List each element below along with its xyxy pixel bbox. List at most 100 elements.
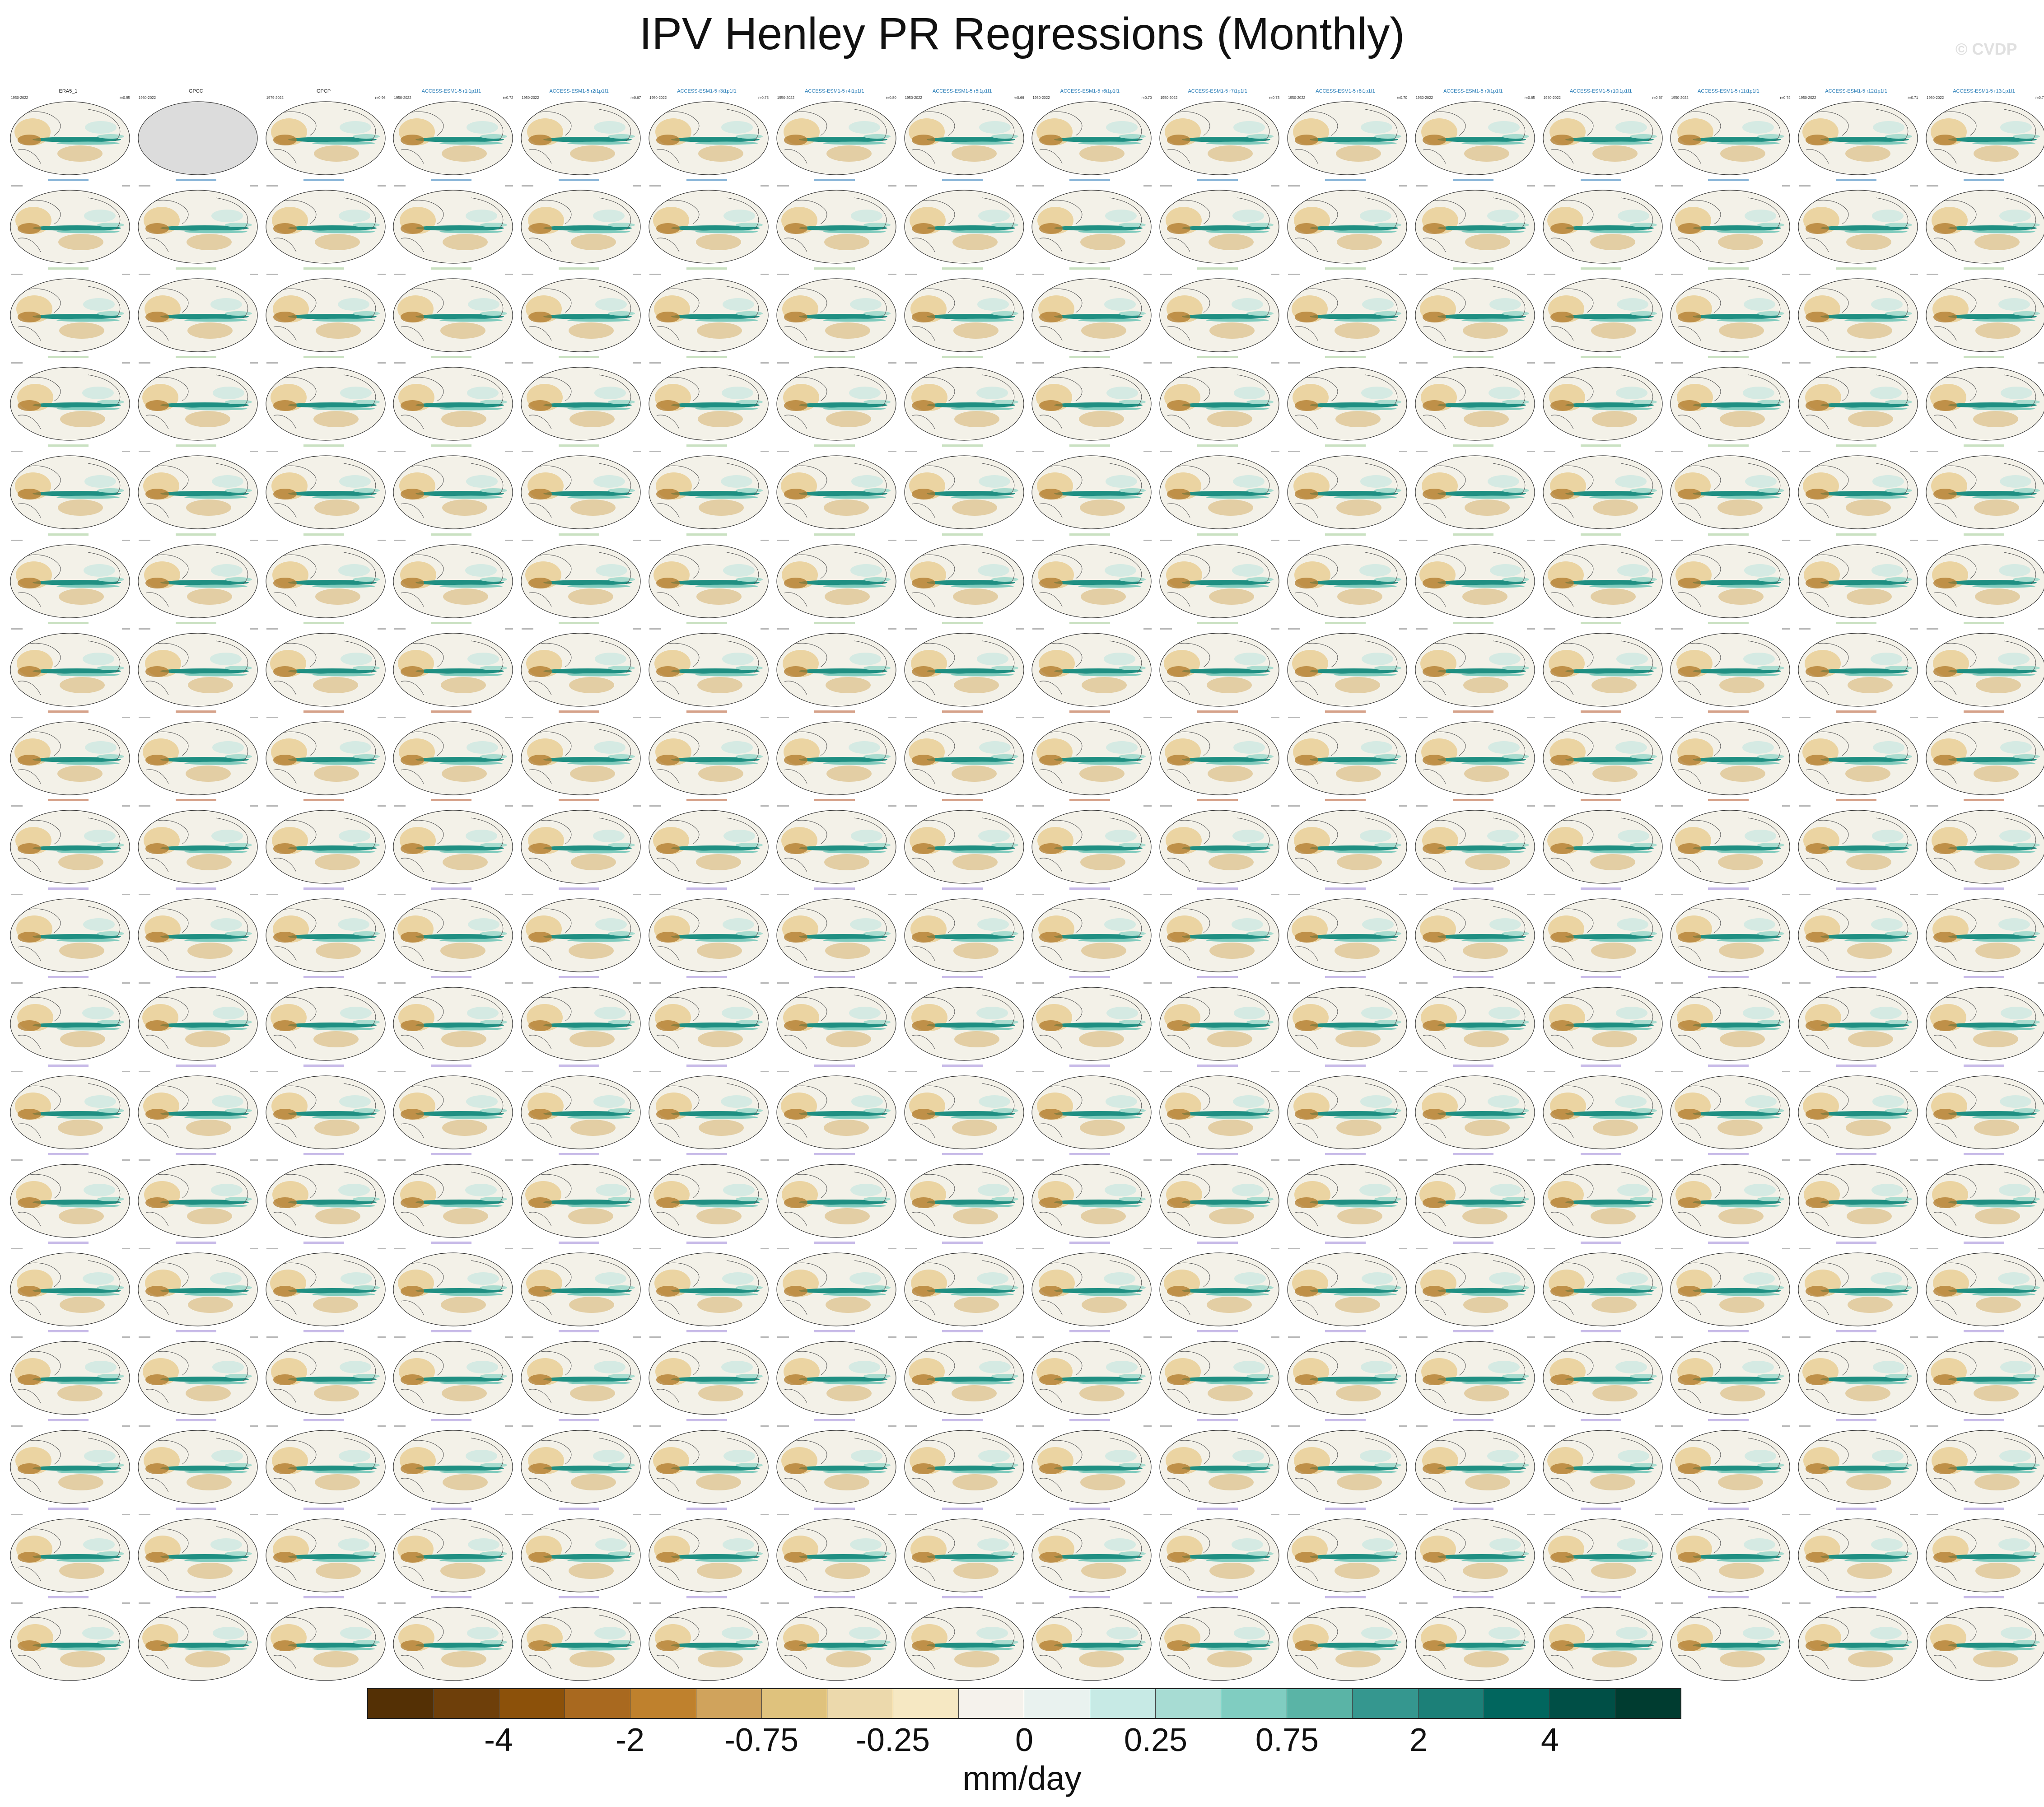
panel-corr-placeholder xyxy=(249,185,258,187)
panel-years-placeholder xyxy=(138,1159,150,1161)
map-panel xyxy=(132,620,260,709)
panel-title-placeholder xyxy=(48,976,89,978)
map-panel xyxy=(643,1594,770,1683)
map-panel xyxy=(1665,1328,1792,1417)
panel-years-placeholder xyxy=(777,1071,789,1073)
map-panel xyxy=(1154,797,1281,886)
panel-years-placeholder xyxy=(1799,893,1811,895)
panel-corr-placeholder xyxy=(888,1248,896,1250)
regression-map xyxy=(1926,987,2044,1061)
panel-years-placeholder xyxy=(905,893,917,895)
panel-title-placeholder xyxy=(1197,621,1238,624)
regression-map xyxy=(904,632,1024,707)
panel-title-placeholder xyxy=(559,179,600,182)
panel-title-placeholder xyxy=(1069,1596,1111,1598)
panel-corr-placeholder xyxy=(1654,451,1663,453)
colorbar-tick-label: -2 xyxy=(615,1722,645,1758)
panel-corr-placeholder xyxy=(505,1425,513,1427)
map-panel xyxy=(771,1240,898,1328)
panel-years-placeholder xyxy=(522,1159,534,1161)
panel-years-placeholder xyxy=(394,1513,406,1515)
regression-map xyxy=(1670,367,1790,441)
regression-map xyxy=(649,810,769,884)
panel-corr-placeholder xyxy=(1654,274,1663,275)
panel-years-placeholder xyxy=(1415,362,1428,364)
panel-corr-placeholder xyxy=(377,716,386,718)
panel-corr-placeholder xyxy=(377,1336,386,1338)
panel-title-placeholder xyxy=(303,533,344,536)
panel-corr-placeholder xyxy=(2038,716,2044,718)
map-panel xyxy=(1409,1151,1537,1240)
panel-years-placeholder xyxy=(1160,1248,1172,1250)
map-panel xyxy=(1282,443,1409,531)
panel-corr-placeholder xyxy=(1526,1248,1535,1250)
regression-map xyxy=(393,721,513,795)
map-panel xyxy=(1409,797,1537,886)
panel-corr-placeholder xyxy=(761,1159,769,1161)
regression-map xyxy=(393,1164,513,1238)
panel-title-placeholder xyxy=(1580,1242,1621,1244)
panel-years-placeholder xyxy=(1543,1513,1555,1515)
panel-corr-placeholder xyxy=(633,185,641,187)
panel-title-placeholder xyxy=(1069,444,1111,447)
panel-corr-placeholder xyxy=(505,716,513,718)
panel-corr-placeholder xyxy=(1399,362,1407,364)
panel-years-placeholder xyxy=(1032,451,1045,453)
regression-map xyxy=(1031,455,1152,529)
panel-title-placeholder xyxy=(686,179,727,182)
regression-map xyxy=(1670,455,1790,529)
colorbar-tick-label: -0.75 xyxy=(724,1722,799,1758)
map-panel xyxy=(260,1240,387,1328)
panel-title-placeholder xyxy=(814,976,855,978)
panel-title: ERA5_1 xyxy=(59,89,78,94)
panel-title-placeholder xyxy=(814,267,855,270)
regression-map xyxy=(1031,1607,1152,1681)
regression-map xyxy=(393,1252,513,1326)
panel-title-placeholder xyxy=(48,1242,89,1244)
map-panel xyxy=(1920,532,2044,620)
panel-title: ACCESS-ESM1-5 r9i1p1f1 xyxy=(1443,89,1503,94)
panel-title: ACCESS-ESM1-5 r11i1p1f1 xyxy=(1698,89,1759,94)
panel-corr-placeholder xyxy=(1654,805,1663,807)
panel-title-placeholder xyxy=(48,1153,89,1156)
panel-years-placeholder xyxy=(1415,274,1428,275)
map-panel xyxy=(1537,1417,1665,1506)
panel-title-placeholder xyxy=(1197,356,1238,359)
panel-corr-placeholder xyxy=(249,1425,258,1427)
map-panel xyxy=(771,1594,898,1683)
map-panel xyxy=(515,443,643,531)
panel-corr-placeholder xyxy=(249,451,258,453)
panel-title-placeholder xyxy=(1452,1419,1493,1421)
panel-years-placeholder xyxy=(1032,1602,1045,1604)
panel-years-placeholder xyxy=(777,274,789,275)
panel-years-placeholder xyxy=(11,1602,23,1604)
panel-years-placeholder xyxy=(649,1513,661,1515)
panel-title-placeholder xyxy=(1197,1065,1238,1067)
regression-map xyxy=(265,1252,386,1326)
panel-years: 1950-2022 xyxy=(777,96,795,100)
panel-years-placeholder xyxy=(649,1602,661,1604)
panel-years-placeholder xyxy=(1288,1602,1300,1604)
panel-years-placeholder xyxy=(1415,1602,1428,1604)
regression-map xyxy=(776,278,896,352)
panel-years-placeholder xyxy=(1032,805,1045,807)
regression-map xyxy=(1670,898,1790,972)
panel-years-placeholder xyxy=(1799,362,1811,364)
panel-corr-placeholder xyxy=(1910,451,1918,453)
map-panel xyxy=(5,1594,132,1683)
panel-years-placeholder xyxy=(649,1248,661,1250)
map-panel xyxy=(1026,886,1153,974)
regression-map xyxy=(1798,1518,1918,1592)
panel-corr-placeholder xyxy=(1654,982,1663,984)
regression-map xyxy=(265,101,386,175)
colorbar xyxy=(367,1688,1681,1719)
map-panel xyxy=(387,797,515,886)
regression-map xyxy=(265,1341,386,1415)
regression-map xyxy=(1159,721,1279,795)
panel-corr-placeholder xyxy=(761,805,769,807)
panel-title-placeholder xyxy=(686,1596,727,1598)
map-panel xyxy=(260,886,387,974)
map-panel xyxy=(771,1151,898,1240)
map-panel xyxy=(643,620,770,709)
panel-years-placeholder xyxy=(649,1425,661,1427)
